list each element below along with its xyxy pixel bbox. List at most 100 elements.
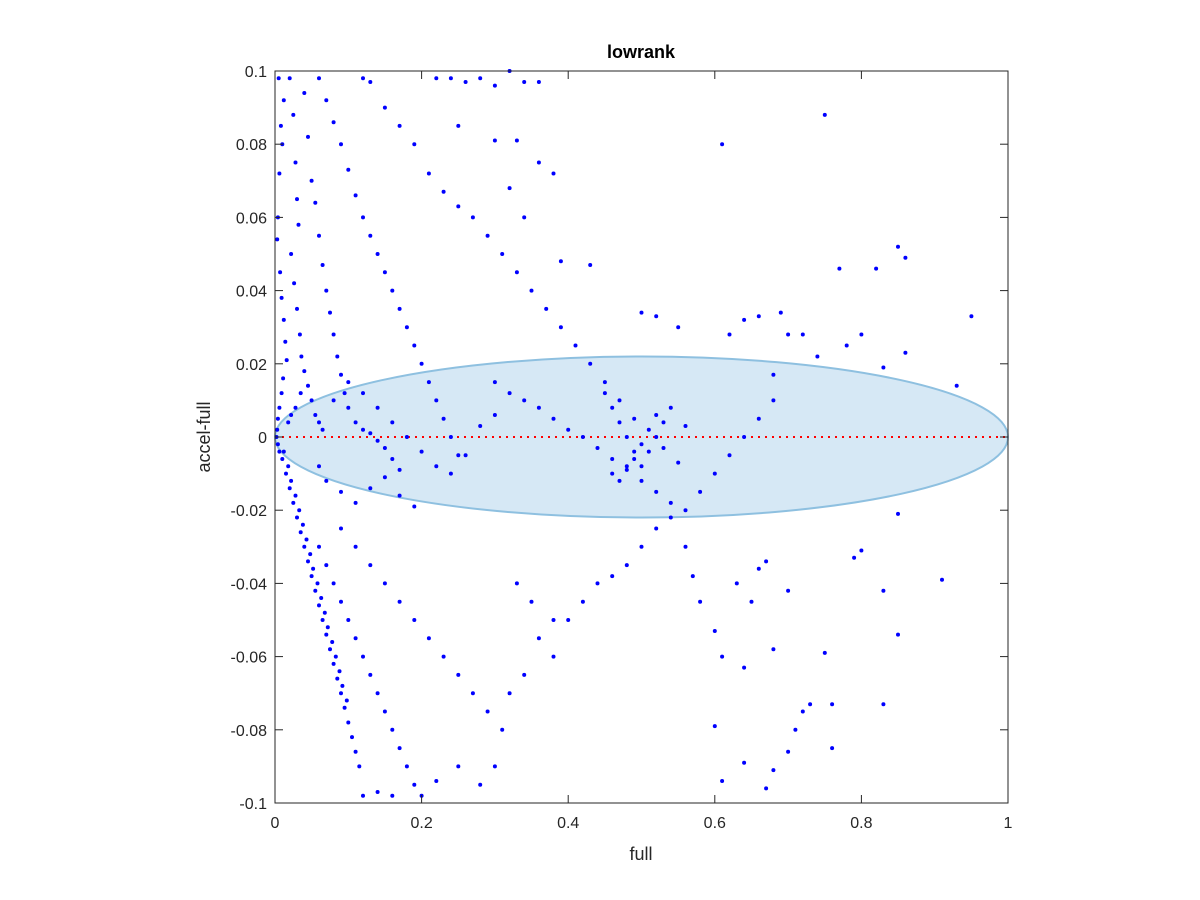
data-point [742,665,747,670]
data-point [346,405,351,410]
data-point [624,464,629,469]
data-point [434,398,439,403]
data-point [293,160,298,165]
data-point [698,489,703,494]
data-point [646,427,651,432]
data-point [492,413,497,417]
data-point [456,453,461,458]
data-point [661,446,666,450]
data-point [324,632,329,637]
data-point [333,654,338,659]
data-point [903,350,908,355]
y-tick-label: 0.04 [236,284,267,301]
data-point [771,768,776,773]
data-point [588,361,593,366]
data-point [485,233,490,238]
data-point [353,420,358,425]
data-point [558,325,563,330]
data-point [720,142,725,147]
data-point [296,222,301,227]
data-point [368,233,373,238]
data-point [309,398,314,403]
data-point [551,171,556,176]
data-point [624,467,629,472]
data-point [339,599,343,604]
x-axis-ticks: 0 0.2 0.4 0.6 0.8 1 [271,71,1013,832]
data-point [397,746,402,751]
data-point [324,98,329,103]
data-point [382,581,387,586]
data-point [293,405,298,410]
data-point [654,413,659,417]
data-point [286,420,291,425]
data-point [412,504,417,509]
data-point [286,464,291,469]
data-point [507,186,512,191]
data-point [881,702,886,707]
data-point [340,683,345,688]
data-point [683,544,688,549]
data-point [903,255,908,260]
data-point [808,702,813,707]
data-point [617,478,622,483]
data-point [357,764,362,769]
data-point [896,632,900,637]
data-point [522,672,527,677]
data-point [786,332,791,337]
data-point [786,588,791,593]
data-point [299,354,304,359]
data-point [463,80,468,84]
data-point [289,252,294,256]
data-point [342,705,347,710]
data-point [382,709,387,714]
x-axis-label: full [629,844,652,864]
data-point [478,76,483,81]
data-point [492,380,497,385]
data-point [324,478,329,483]
data-point [859,548,864,553]
data-point [320,427,325,432]
data-point [346,618,351,622]
data-point [306,559,310,564]
data-point [361,215,365,220]
data-point [764,786,769,791]
data-point [302,91,307,95]
data-point [632,449,637,454]
data-point [317,603,321,608]
data-point [306,383,310,388]
data-point [283,339,288,344]
y-tick-label: -0.02 [231,503,268,520]
data-point [514,270,519,275]
data-point [771,398,776,403]
data-point [317,233,321,238]
data-point [742,435,747,439]
data-point [335,676,340,681]
data-point [668,515,673,520]
data-point [412,782,417,787]
data-point [448,76,453,81]
data-point [279,391,284,396]
data-point [291,112,296,117]
data-point [639,544,644,549]
data-point [800,709,805,714]
data-point [661,420,666,425]
data-point [309,574,314,579]
y-tick-label: -0.08 [231,723,268,740]
data-point [361,793,365,798]
data-point [969,314,974,319]
data-point [632,416,637,421]
data-point [281,449,286,454]
data-point [456,123,461,128]
data-point [339,526,343,531]
data-point [522,398,527,403]
data-point [287,486,292,491]
data-point [320,618,325,622]
data-point [881,588,886,593]
data-point [639,464,644,469]
data-point [295,515,299,520]
data-point [881,365,886,370]
data-point [602,391,607,396]
data-point [328,647,332,652]
data-point [324,563,329,568]
data-point [412,618,417,622]
